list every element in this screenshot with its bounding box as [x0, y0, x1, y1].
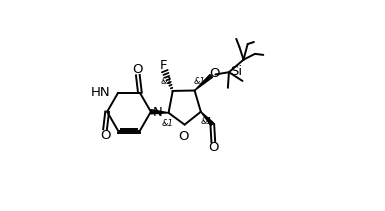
Polygon shape: [194, 74, 213, 91]
Text: HN: HN: [91, 86, 111, 99]
Text: &1: &1: [162, 119, 174, 128]
Text: N: N: [152, 106, 162, 119]
Polygon shape: [201, 112, 214, 126]
Text: O: O: [210, 67, 220, 80]
Polygon shape: [151, 110, 169, 114]
Text: F: F: [160, 60, 167, 72]
Text: &1: &1: [161, 77, 172, 86]
Text: O: O: [178, 130, 189, 143]
Text: O: O: [208, 141, 219, 154]
Text: O: O: [100, 129, 110, 142]
Text: Si: Si: [231, 65, 243, 78]
Text: &1: &1: [201, 117, 213, 126]
Text: &1: &1: [194, 77, 206, 86]
Text: O: O: [132, 63, 143, 76]
